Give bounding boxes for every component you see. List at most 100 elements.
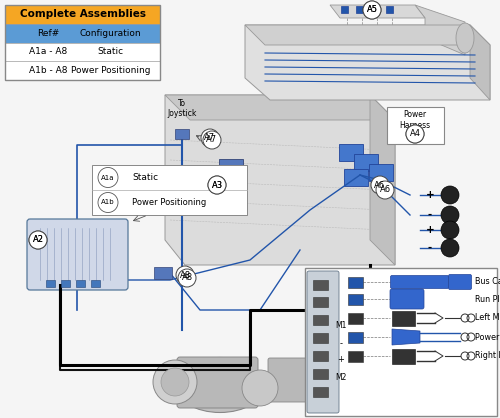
FancyBboxPatch shape (60, 280, 70, 286)
Text: Power Harness: Power Harness (475, 332, 500, 342)
Text: A8: A8 (180, 270, 190, 280)
FancyBboxPatch shape (344, 169, 368, 186)
Circle shape (376, 181, 394, 199)
Circle shape (201, 129, 219, 147)
Text: A6: A6 (374, 181, 386, 189)
FancyBboxPatch shape (348, 293, 362, 304)
Text: -: - (340, 339, 342, 349)
FancyBboxPatch shape (219, 159, 243, 177)
Text: -: - (428, 243, 432, 253)
Circle shape (371, 176, 389, 194)
FancyBboxPatch shape (339, 144, 363, 161)
FancyBboxPatch shape (312, 351, 328, 360)
Text: +: + (426, 190, 434, 200)
Text: A1a - A8: A1a - A8 (30, 47, 68, 56)
FancyBboxPatch shape (177, 357, 258, 408)
FancyBboxPatch shape (312, 280, 328, 290)
FancyBboxPatch shape (354, 154, 378, 171)
FancyBboxPatch shape (175, 129, 189, 139)
FancyBboxPatch shape (312, 296, 328, 306)
FancyBboxPatch shape (312, 314, 328, 324)
Text: A6: A6 (380, 186, 390, 194)
Polygon shape (165, 95, 395, 120)
Text: Static: Static (132, 173, 158, 182)
Text: A4: A4 (410, 130, 420, 138)
Polygon shape (470, 25, 490, 100)
Polygon shape (165, 95, 395, 265)
Circle shape (98, 168, 118, 188)
FancyBboxPatch shape (390, 289, 424, 309)
Text: M2: M2 (336, 374, 346, 382)
Circle shape (406, 125, 424, 143)
Polygon shape (415, 5, 465, 55)
Text: A1b - A8: A1b - A8 (29, 66, 68, 75)
Polygon shape (370, 95, 395, 265)
Text: To
Joystick: To Joystick (168, 99, 196, 118)
FancyBboxPatch shape (369, 164, 393, 181)
Circle shape (208, 176, 226, 194)
FancyBboxPatch shape (348, 313, 362, 324)
Circle shape (176, 266, 194, 284)
Circle shape (98, 193, 118, 212)
Text: A4: A4 (410, 130, 420, 138)
Text: Right Motor: Right Motor (475, 352, 500, 360)
Text: A5: A5 (366, 5, 378, 15)
FancyBboxPatch shape (390, 275, 448, 288)
Text: A2: A2 (32, 235, 44, 245)
FancyBboxPatch shape (5, 61, 160, 80)
Circle shape (406, 125, 424, 143)
Text: +: + (426, 225, 434, 235)
Circle shape (161, 368, 189, 396)
Text: -: - (428, 210, 432, 220)
FancyBboxPatch shape (76, 280, 84, 286)
Text: A3: A3 (212, 181, 222, 189)
Text: Power Positioning: Power Positioning (132, 198, 206, 207)
Circle shape (178, 269, 196, 287)
Text: A8: A8 (182, 273, 192, 283)
Ellipse shape (456, 23, 474, 53)
Text: A2: A2 (32, 235, 44, 245)
Text: Left Motor: Left Motor (475, 314, 500, 323)
FancyBboxPatch shape (92, 165, 247, 215)
Circle shape (29, 231, 47, 249)
Text: A7: A7 (206, 135, 218, 145)
Circle shape (208, 176, 226, 194)
Polygon shape (330, 5, 425, 18)
FancyBboxPatch shape (312, 332, 328, 342)
Text: A3: A3 (212, 181, 222, 189)
Circle shape (363, 1, 381, 19)
Circle shape (242, 370, 278, 406)
Circle shape (29, 231, 47, 249)
Text: Static: Static (98, 47, 124, 56)
FancyBboxPatch shape (312, 369, 328, 379)
FancyBboxPatch shape (392, 349, 414, 364)
FancyBboxPatch shape (27, 219, 128, 290)
Circle shape (363, 1, 381, 19)
FancyBboxPatch shape (348, 276, 362, 288)
FancyBboxPatch shape (268, 358, 312, 402)
FancyBboxPatch shape (5, 24, 160, 43)
Circle shape (441, 221, 459, 239)
Text: M1: M1 (336, 321, 346, 329)
Text: Complete Assemblies: Complete Assemblies (20, 9, 146, 19)
FancyBboxPatch shape (348, 331, 362, 342)
FancyBboxPatch shape (5, 43, 160, 61)
Text: Bus Cable: Bus Cable (475, 278, 500, 286)
Circle shape (441, 206, 459, 224)
Circle shape (153, 360, 197, 404)
Text: Power
Harness: Power Harness (400, 110, 430, 130)
FancyBboxPatch shape (307, 271, 339, 413)
Circle shape (441, 239, 459, 257)
FancyBboxPatch shape (312, 387, 328, 397)
Text: Run Plug: Run Plug (475, 295, 500, 303)
Circle shape (441, 186, 459, 204)
Text: Power Positioning: Power Positioning (70, 66, 150, 75)
FancyBboxPatch shape (448, 275, 471, 290)
FancyBboxPatch shape (5, 5, 160, 24)
FancyBboxPatch shape (305, 268, 497, 416)
FancyBboxPatch shape (46, 280, 54, 286)
Polygon shape (245, 25, 490, 45)
FancyBboxPatch shape (341, 6, 348, 13)
FancyBboxPatch shape (348, 351, 362, 362)
FancyBboxPatch shape (371, 6, 378, 13)
